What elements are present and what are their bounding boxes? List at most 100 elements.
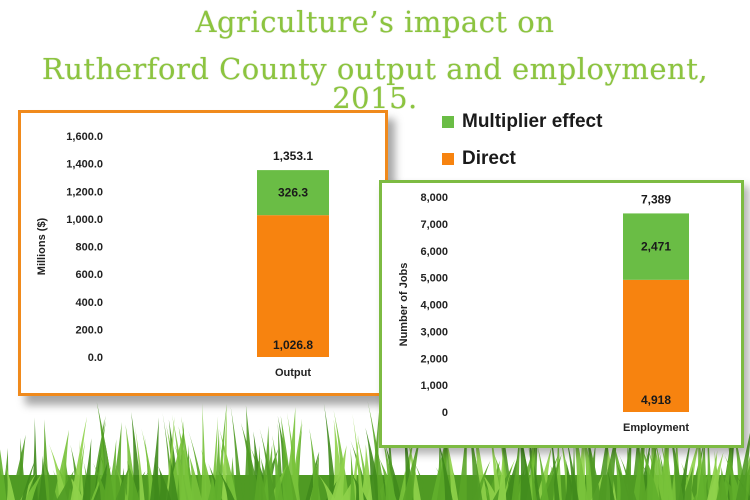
grass-blade bbox=[107, 439, 117, 500]
grass-blade bbox=[243, 405, 256, 500]
grass-blade bbox=[333, 410, 350, 500]
employment-y-tick-label: 0 bbox=[442, 407, 448, 419]
grass-blade bbox=[181, 428, 195, 500]
grass-blade bbox=[458, 418, 468, 500]
grass-blade bbox=[485, 406, 501, 500]
grass-blade bbox=[280, 415, 294, 500]
grass-blade bbox=[201, 402, 207, 500]
output-total-label: 1,353.1 bbox=[273, 149, 313, 163]
grass-blade bbox=[437, 437, 453, 500]
grass-blade bbox=[42, 458, 58, 500]
grass-blade bbox=[381, 431, 396, 500]
grass-decoration bbox=[0, 400, 750, 500]
output-y-tick-label: 1,400.0 bbox=[66, 159, 103, 171]
grass-blade bbox=[153, 456, 161, 500]
employment-y-tick-label: 2,000 bbox=[420, 353, 448, 365]
page-title-line-1: Agriculture’s impact on bbox=[195, 5, 555, 39]
grass-blade bbox=[24, 472, 43, 500]
page-title-line-2: Rutherford County output and employment,… bbox=[41, 52, 709, 115]
output-y-tick-label: 400.0 bbox=[75, 297, 103, 309]
output-chart-panel: 0.0 200.0 400.0 600.0 800.0 1,000.0 1,200.0 1,4… bbox=[18, 110, 388, 396]
employment-bar-multiplier-effect bbox=[623, 213, 689, 280]
grass-blade bbox=[70, 416, 88, 500]
grass-blade bbox=[171, 414, 187, 500]
legend-swatch-direct bbox=[442, 153, 454, 165]
output-data-label-direct: 1,026.8 bbox=[273, 338, 313, 352]
grass-blade bbox=[331, 445, 347, 500]
grass-blade bbox=[1, 448, 10, 500]
grass-blade bbox=[126, 460, 140, 500]
grass-blade bbox=[497, 448, 507, 500]
employment-y-tick-label: 6,000 bbox=[420, 246, 448, 258]
output-y-tick-label: 0.0 bbox=[88, 352, 103, 364]
grass-blade bbox=[272, 435, 284, 500]
grass-blade bbox=[213, 428, 222, 500]
grass-blade bbox=[632, 414, 647, 500]
grass-blade bbox=[413, 461, 430, 500]
grass-blade bbox=[352, 413, 364, 500]
grass-blade bbox=[678, 434, 692, 500]
output-y-axis-label: Millions ($) bbox=[36, 217, 48, 275]
grass-blade bbox=[0, 449, 7, 500]
grass-blade bbox=[716, 467, 728, 500]
grass-blade bbox=[317, 473, 336, 500]
grass-blade bbox=[56, 470, 74, 500]
output-y-tick-label: 600.0 bbox=[75, 269, 103, 281]
grass-blade bbox=[511, 427, 521, 500]
employment-data-label-multiplier-effect: 2,471 bbox=[641, 240, 671, 254]
output-bar-direct bbox=[257, 215, 329, 357]
employment-chart-panel: 0 1,000 2,000 3,000 4,000 5,000 6,000 7,000 8,00… bbox=[379, 180, 744, 448]
grass-blade bbox=[696, 436, 707, 500]
grass-blade bbox=[111, 421, 122, 500]
grass-blade bbox=[639, 443, 660, 500]
output-chart: 0.0 200.0 400.0 600.0 800.0 1,000.0 1,200.0 1,4… bbox=[36, 131, 329, 379]
grass-blade bbox=[323, 403, 337, 500]
grass-blade bbox=[17, 437, 26, 500]
legend-label-multiplier: Multiplier effect bbox=[462, 111, 603, 132]
grass-blade bbox=[5, 465, 15, 500]
employment-data-label-direct: 4,918 bbox=[641, 393, 671, 407]
legend-item-multiplier: Multiplier effect bbox=[442, 111, 602, 133]
output-y-tick-label: 200.0 bbox=[75, 324, 103, 336]
grass-blade bbox=[165, 416, 175, 500]
grass-blade bbox=[527, 442, 537, 500]
employment-y-tick-label: 1,000 bbox=[420, 380, 448, 392]
grass-blade bbox=[284, 407, 296, 500]
grass-blade bbox=[259, 428, 276, 500]
grass-blade bbox=[360, 444, 373, 500]
output-data-label-multiplier-effect: 326.3 bbox=[278, 186, 308, 200]
grass-blade bbox=[542, 466, 557, 500]
employment-category-label: Employment bbox=[623, 422, 689, 434]
grass-blade bbox=[158, 466, 172, 500]
legend-swatch-multiplier bbox=[442, 116, 454, 128]
grass-blade bbox=[217, 470, 235, 500]
grass-blade bbox=[402, 433, 421, 500]
grass-blade bbox=[350, 447, 356, 500]
grass-blade bbox=[21, 458, 36, 500]
employment-total-label: 7,389 bbox=[641, 192, 671, 206]
output-y-tick-label: 800.0 bbox=[75, 242, 103, 254]
grass-blade bbox=[254, 445, 262, 500]
output-bar-multiplier-effect bbox=[257, 170, 329, 216]
grass-blade bbox=[643, 439, 658, 500]
grass-blade bbox=[221, 403, 227, 500]
grass-blade bbox=[82, 438, 92, 500]
grass-blade bbox=[115, 464, 130, 500]
grass-blade bbox=[535, 445, 552, 500]
employment-y-tick-label: 5,000 bbox=[420, 273, 448, 285]
grass-blade bbox=[682, 466, 694, 500]
grass-blade bbox=[134, 426, 145, 500]
grass-blade bbox=[31, 417, 38, 500]
grass-blade bbox=[188, 430, 207, 500]
grass-blade bbox=[657, 424, 670, 500]
grass-blade bbox=[305, 451, 319, 500]
grass-blade bbox=[310, 451, 320, 500]
legend-item-direct: Direct bbox=[442, 148, 516, 170]
grass-blade bbox=[188, 454, 202, 500]
grass-blade bbox=[615, 461, 631, 500]
grass-blade bbox=[606, 466, 615, 500]
grass-blade bbox=[367, 400, 386, 500]
legend-label-direct: Direct bbox=[462, 148, 516, 169]
employment-chart: 0 1,000 2,000 3,000 4,000 5,000 6,000 7,000 8,00… bbox=[398, 192, 689, 434]
output-y-tick-label: 1,200.0 bbox=[66, 186, 103, 198]
